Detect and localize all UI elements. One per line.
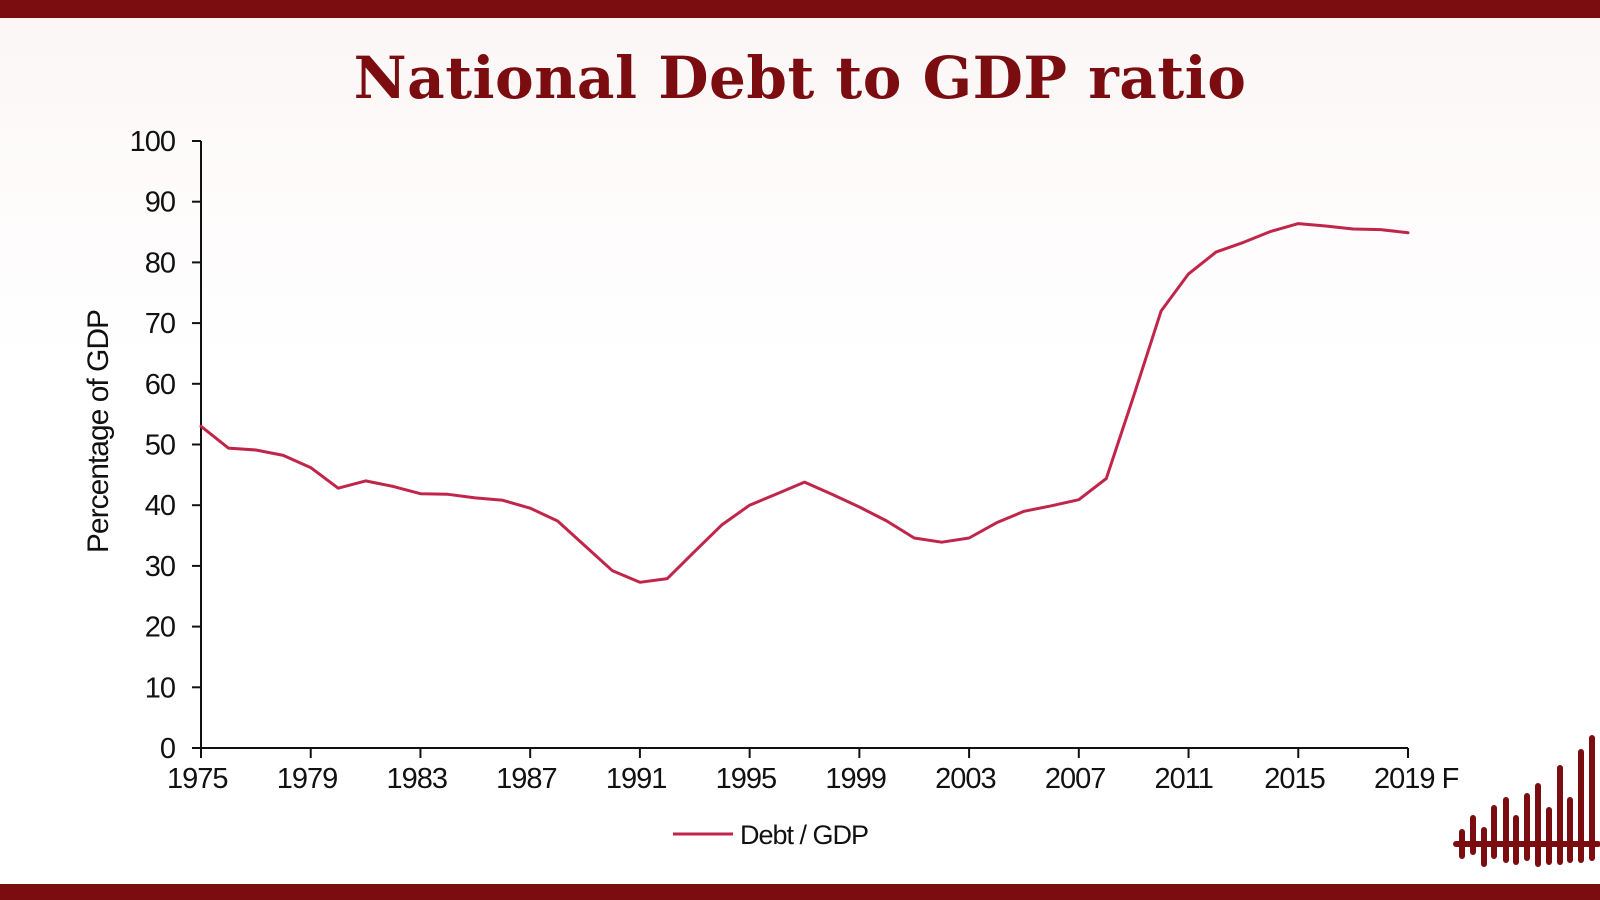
x-tick-label: 1987 (496, 763, 557, 795)
x-axis: 1975 1979 1983 1987 1991 1995 1999 2003 2007 2011… (167, 747, 1460, 795)
x-tick-label: 1999 (825, 763, 886, 795)
y-tick-label: 90 (145, 187, 175, 219)
y-tick-label: 100 (130, 126, 175, 158)
legend-label: Debt / GDP (740, 820, 868, 850)
x-tick-label: 1995 (716, 763, 777, 795)
y-tick-label: 0 (160, 733, 175, 765)
y-tick-label: 80 (145, 247, 175, 279)
x-tick-label: 1983 (386, 763, 447, 795)
y-tick-label: 70 (145, 308, 175, 340)
legend: Debt / GDP (673, 820, 869, 850)
y-axis: 0 10 20 30 40 50 60 70 80 90 100 (130, 126, 202, 765)
x-tick-label: 2011 (1155, 763, 1213, 795)
x-tick-label: 1975 (167, 763, 228, 795)
y-tick-label: 10 (145, 672, 175, 704)
x-tick-label: 2007 (1045, 763, 1106, 795)
x-tick-label: 2015 (1264, 763, 1325, 795)
bottom-accent-bar (0, 884, 1600, 900)
y-axis-label: Percentage of GDP (82, 310, 115, 553)
series-layer (199, 222, 1410, 584)
y-tick-label: 60 (145, 369, 175, 401)
y-tick-label: 40 (145, 490, 175, 522)
x-tick-label: 1979 (277, 763, 338, 795)
x-tick-label: 2019 F (1374, 763, 1459, 795)
x-tick-label: 2003 (935, 763, 996, 795)
y-tick-label: 20 (145, 612, 175, 644)
x-tick-label: 1991 (606, 763, 667, 795)
top-accent-bar (0, 0, 1600, 18)
bars-logo-icon (1453, 735, 1600, 867)
page-title: National Debt to GDP ratio (353, 44, 1247, 112)
y-tick-label: 30 (145, 551, 175, 583)
series-line (199, 222, 1410, 584)
y-tick-label: 50 (145, 430, 175, 462)
